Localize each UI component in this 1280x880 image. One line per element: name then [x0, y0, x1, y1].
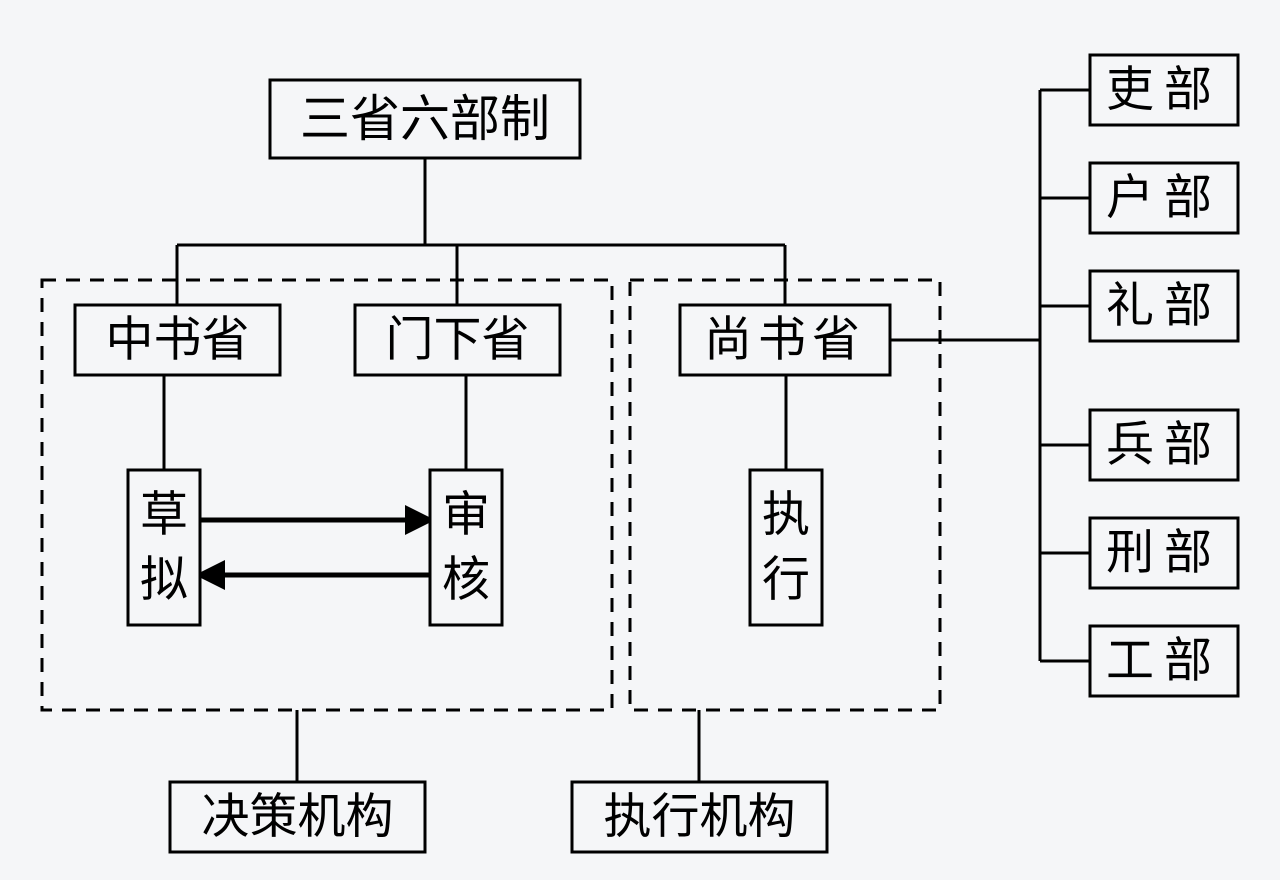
node-zhixing-label: 行: [762, 553, 810, 606]
node-shenhe-label: 核: [442, 553, 490, 606]
node-bu2-label: 户部: [1106, 172, 1222, 225]
node-title: 三省六部制: [270, 80, 580, 158]
node-zhixing_jg-label: 执行机构: [603, 791, 795, 844]
node-bu3: 礼部: [1090, 271, 1238, 341]
node-caoni-label: 拟: [140, 553, 188, 606]
node-zhixing-label: 执: [762, 489, 810, 542]
node-zhixing_jg: 执行机构: [572, 782, 827, 852]
node-menxia: 门下省: [355, 305, 560, 375]
node-title-label: 三省六部制: [300, 91, 550, 147]
node-juece_jg: 决策机构: [170, 782, 425, 852]
node-bu1-label: 吏部: [1106, 64, 1222, 117]
node-shenhe-label: 审: [442, 489, 490, 542]
node-bu6-label: 工部: [1106, 635, 1222, 688]
node-bu4-label: 兵部: [1106, 419, 1222, 472]
org-chart: 三省六部制中书省 门下省 尚书省草拟 审核 执行决策机构 执行机构 吏部户部礼部兵部刑部工部: [0, 0, 1280, 880]
node-zhongshu: 中书省: [75, 305, 280, 375]
node-bu4: 兵部: [1090, 410, 1238, 480]
node-caoni-label: 草: [140, 489, 188, 542]
node-zhixing: 执行: [750, 470, 822, 625]
node-menxia-label: 门下省: [385, 314, 529, 367]
node-zhongshu-label: 中书省: [105, 314, 249, 367]
node-shangshu: 尚书省: [680, 305, 890, 375]
node-bu1: 吏部: [1090, 55, 1238, 125]
node-bu3-label: 礼部: [1106, 280, 1222, 333]
node-bu5-label: 刑部: [1106, 527, 1222, 580]
node-juece_jg-label: 决策机构: [201, 791, 393, 844]
node-caoni: 草拟: [128, 470, 200, 625]
node-shangshu-label: 尚书省: [704, 314, 866, 367]
node-bu5: 刑部: [1090, 518, 1238, 588]
node-bu2: 户部: [1090, 163, 1238, 233]
node-bu6: 工部: [1090, 626, 1238, 696]
node-shenhe: 审核: [430, 470, 502, 625]
